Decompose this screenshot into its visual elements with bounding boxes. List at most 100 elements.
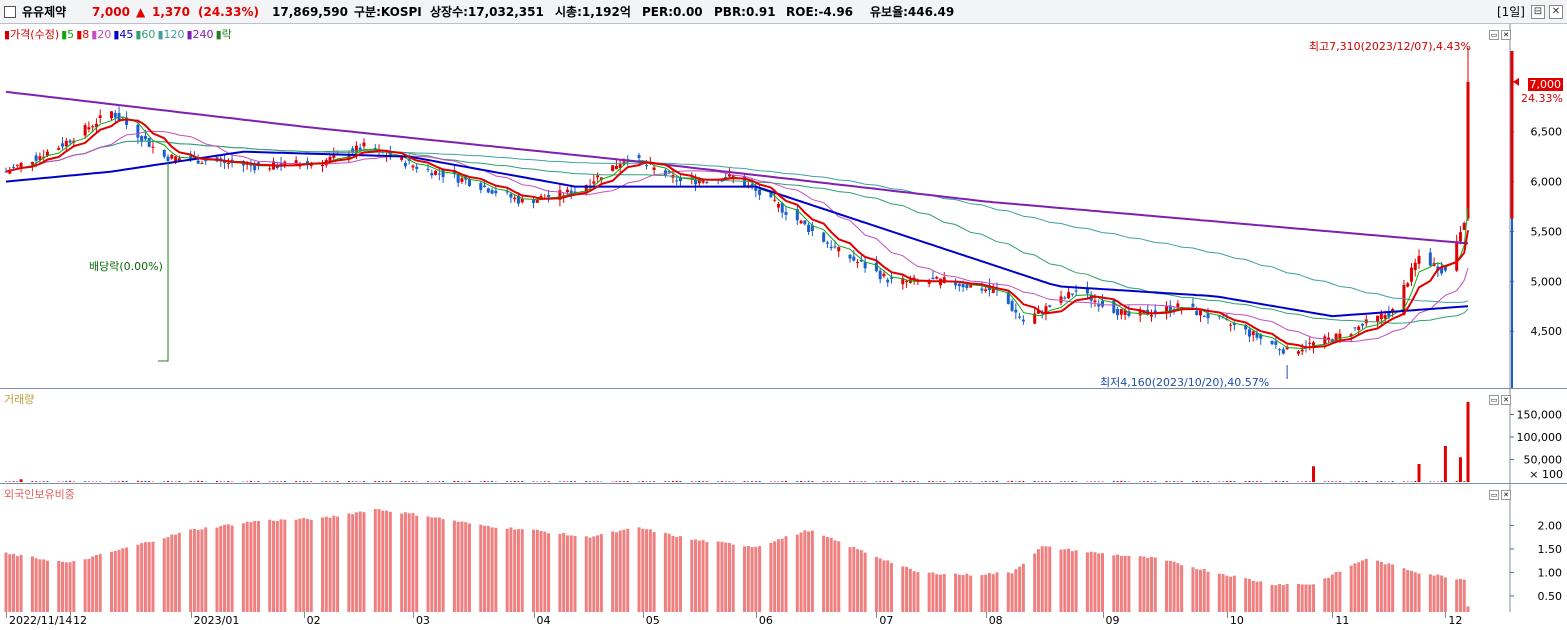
volume-bar [1365, 481, 1368, 482]
foreign-bar [241, 523, 245, 612]
foreign-chart[interactable]: 0.50 1.00 1.50 2.00 [0, 484, 1567, 612]
legend-item[interactable]: ▮60 [135, 28, 156, 41]
foreign-bar [302, 518, 306, 612]
volume-bar [558, 481, 561, 482]
foreign-bar [494, 527, 498, 612]
foreign-tick-label: 1.00 [1538, 566, 1563, 579]
volume-bar [257, 481, 260, 482]
select-checkbox[interactable] [4, 6, 16, 18]
foreign-bar [743, 546, 747, 612]
foreign-bar [253, 520, 257, 612]
close-button[interactable]: ✕ [1549, 5, 1563, 19]
candle-body [456, 173, 460, 183]
foreign-bar [407, 513, 411, 612]
panel-close-icon[interactable]: ✕ [1501, 395, 1511, 405]
volume-bar [886, 481, 889, 482]
candle-body [1153, 310, 1157, 313]
foreign-bar [1413, 572, 1417, 612]
foreign-bar [562, 533, 566, 612]
foreign-bar [1067, 548, 1071, 612]
candle-body [618, 164, 622, 168]
foreign-bar [954, 573, 958, 612]
foreign-bar [1383, 564, 1387, 612]
candle-body [1255, 332, 1259, 338]
panel-min-icon[interactable]: ▭ [1489, 395, 1499, 405]
volume-bar [148, 481, 151, 482]
panel-close-icon[interactable]: ✕ [1501, 30, 1511, 40]
foreign-bar [403, 512, 407, 612]
candle-body [494, 190, 498, 194]
foreign-bar [256, 521, 260, 612]
price-tick-label: 6,000 [1531, 176, 1563, 189]
legend-item[interactable]: ▮45 [113, 28, 134, 41]
legend-item[interactable]: ▮5 [61, 28, 75, 41]
foreign-bar [358, 511, 362, 612]
volume-bar [1244, 481, 1247, 482]
volume-bar [283, 480, 286, 482]
candle-body [516, 195, 520, 204]
candle-body [1232, 323, 1236, 325]
candle-body [4, 171, 8, 173]
volume-bar [1018, 481, 1021, 482]
legend-item[interactable]: ▮가격(수정) [4, 28, 60, 41]
x-tick-mark [755, 612, 757, 618]
foreign-bar [140, 543, 144, 612]
foreign-bar [773, 541, 777, 612]
candle-body [912, 277, 916, 280]
foreign-bar [1123, 555, 1127, 612]
volume-bar [42, 481, 45, 482]
candle-body [1101, 300, 1104, 307]
price-tick-label: 5,500 [1531, 225, 1563, 238]
foreign-bar [1247, 579, 1251, 612]
legend-item[interactable]: ▮240 [186, 28, 214, 41]
volume-bar [310, 481, 313, 482]
foreign-bar [1010, 573, 1014, 612]
volume-bar [875, 481, 878, 482]
volume-bar [280, 481, 283, 482]
candle-body [328, 156, 332, 163]
candle-body [1334, 333, 1338, 342]
change-arrow-icon: ▲ [136, 5, 146, 19]
foreign-bar [829, 537, 833, 612]
foreign-bar [1360, 560, 1364, 612]
restore-button[interactable]: ⊟ [1531, 5, 1545, 19]
legend-item[interactable]: ▮락 [215, 28, 232, 41]
candle-body [611, 165, 615, 172]
foreign-bar [4, 552, 8, 612]
volume-bar [800, 481, 803, 482]
foreign-bar [226, 524, 230, 612]
panel-min-icon[interactable]: ▭ [1489, 490, 1499, 500]
foreign-tick-label: 1.50 [1538, 543, 1563, 556]
foreign-bar [30, 556, 34, 612]
foreign-bar [91, 556, 95, 612]
candle-body [177, 158, 181, 161]
volume-bar [615, 481, 618, 482]
foreign-bar [991, 574, 995, 612]
panel-min-icon[interactable]: ▭ [1489, 30, 1499, 40]
last-pct-tag: 24.33% [1521, 92, 1563, 105]
foreign-bar [637, 527, 641, 612]
volume-unit: × 100 [1529, 468, 1563, 481]
foreign-bar [645, 529, 649, 612]
candle-body [170, 154, 174, 159]
price-chart[interactable]: 4,500 5,000 5,500 6,000 6,500 7,000 [0, 24, 1567, 389]
candle-body [697, 180, 701, 184]
foreign-bar [908, 568, 912, 612]
legend-item[interactable]: ▮120 [157, 28, 185, 41]
period-selector[interactable]: [1일] [1496, 5, 1525, 19]
volume-bar [1060, 481, 1063, 482]
volume-chart[interactable]: 50,000 100,000 150,000 [0, 389, 1567, 484]
panel-close-icon[interactable]: ✕ [1501, 490, 1511, 500]
volume-bar [702, 481, 705, 482]
volume-bar [1391, 481, 1394, 482]
x-tick-mark [533, 612, 535, 618]
foreign-bar [1357, 562, 1361, 612]
volume-bar [453, 480, 456, 482]
volume-bar [679, 480, 682, 482]
legend-item[interactable]: ▮20 [91, 28, 112, 41]
candle-body [253, 163, 257, 171]
legend-item[interactable]: ▮8 [76, 28, 90, 41]
volume-bar [389, 480, 392, 482]
candle-body [1357, 326, 1361, 331]
foreign-bar [995, 572, 999, 612]
